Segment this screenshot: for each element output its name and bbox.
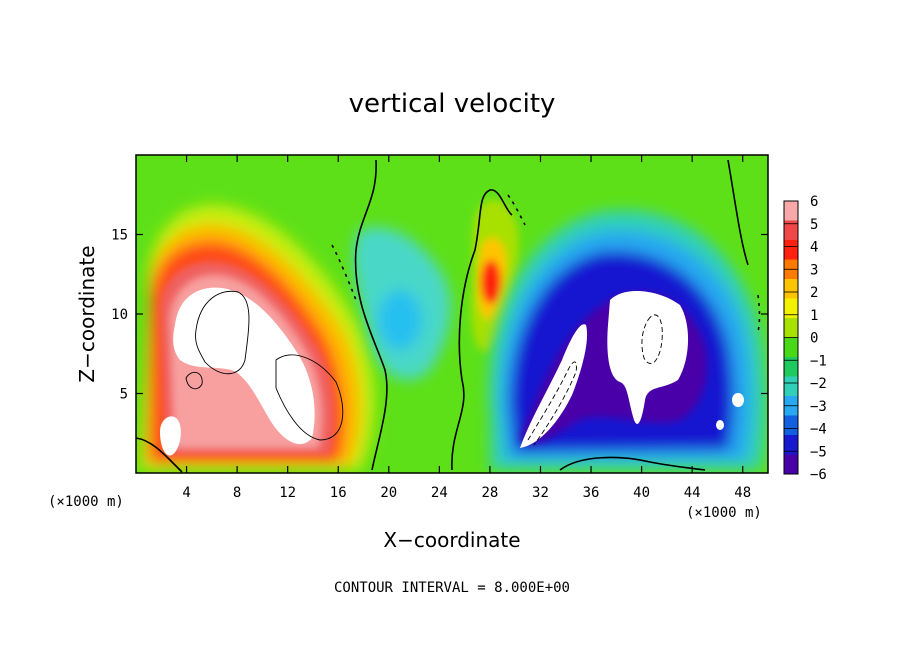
x-tick-label: 32	[532, 485, 549, 501]
colorbar-swatch	[784, 220, 798, 241]
colorbar-label: −4	[810, 422, 827, 438]
west-updraft-white	[160, 287, 315, 456]
contour-dotted-east	[507, 194, 526, 226]
heatmap-field	[136, 155, 768, 473]
x-tick-label: 28	[481, 485, 498, 501]
x-tick-label: 16	[330, 485, 347, 501]
colorbar-swatch	[784, 415, 798, 436]
x-tick-label: 12	[279, 485, 296, 501]
contour-east-streak	[527, 361, 577, 446]
colorbar-label: −6	[810, 467, 827, 483]
colorbar-swatch	[784, 279, 798, 299]
colorbar-label: 3	[810, 262, 818, 278]
y-axis-label: Z−coordinate	[75, 245, 99, 382]
x-axis-label: X−coordinate	[383, 528, 520, 552]
x-tick-label: 44	[684, 485, 701, 501]
x-tick-label: 20	[380, 485, 397, 501]
colorbar-label: 2	[810, 285, 818, 301]
y-tick-label: 15	[111, 228, 128, 244]
contour-lines	[136, 159, 761, 473]
colorbar-label: 0	[810, 331, 818, 347]
y-tick-label: 5	[120, 387, 128, 403]
x-units-left: (×1000 m)	[48, 494, 124, 510]
contour-negative-lines	[527, 314, 663, 446]
x-tick-label: 24	[431, 485, 448, 501]
colorbar-swatch	[784, 298, 798, 319]
colorbar-label: −5	[810, 444, 827, 460]
contour-inner-lines	[185, 290, 344, 441]
contour-low-west	[136, 437, 183, 473]
x-tick-label: 40	[633, 485, 650, 501]
colorbar: 6 5 4 3 2 1 0 −1 −2 −3 −4 −5 −6	[783, 194, 827, 483]
colorbar-label: 6	[810, 194, 818, 210]
colorbar-label: −2	[810, 376, 827, 392]
colorbar-label: −1	[810, 353, 827, 369]
colorbar-label: 5	[810, 217, 818, 233]
y-tick-label: 10	[111, 307, 128, 323]
x-tick-label: 48	[734, 485, 751, 501]
contour-low-east	[559, 456, 706, 471]
colorbar-label: 1	[810, 308, 818, 324]
x-axis: 4 8 12 16 20 24 28 32 36 40 44 48	[182, 155, 751, 501]
contour-interval-footer: CONTOUR INTERVAL = 8.000E+00	[334, 580, 570, 596]
colorbar-swatch	[784, 240, 798, 260]
weak-downdraft-mid	[353, 227, 451, 380]
x-tick-label: 4	[182, 485, 190, 501]
y-axis: 5 10 15	[111, 228, 768, 403]
colorbar-swatch	[784, 201, 798, 221]
colorbar-swatch	[784, 435, 798, 455]
contour-zero-mid	[451, 189, 513, 471]
contour-dotted-far-east	[757, 294, 761, 333]
colorbar-swatch	[784, 376, 798, 397]
x-tick-label: 8	[233, 485, 241, 501]
contour-west-blob	[185, 371, 203, 390]
colorbar-label: 4	[810, 240, 818, 256]
colorbar-swatch	[784, 337, 798, 358]
contour-west-core	[195, 290, 250, 375]
colorbar-swatch	[784, 454, 798, 475]
colorbar-swatch	[784, 357, 798, 377]
chart-title: vertical velocity	[349, 89, 556, 119]
contour-zero-east	[727, 159, 749, 266]
east-downdraft-white	[520, 290, 744, 448]
x-units-right: (×1000 m)	[686, 505, 762, 521]
colorbar-label: −3	[810, 399, 827, 415]
colorbar-swatch	[784, 318, 798, 338]
x-tick-label: 36	[583, 485, 600, 501]
contour-zero-west	[354, 159, 388, 471]
contour-east-core	[641, 314, 663, 364]
contour-west-lower	[275, 354, 344, 441]
